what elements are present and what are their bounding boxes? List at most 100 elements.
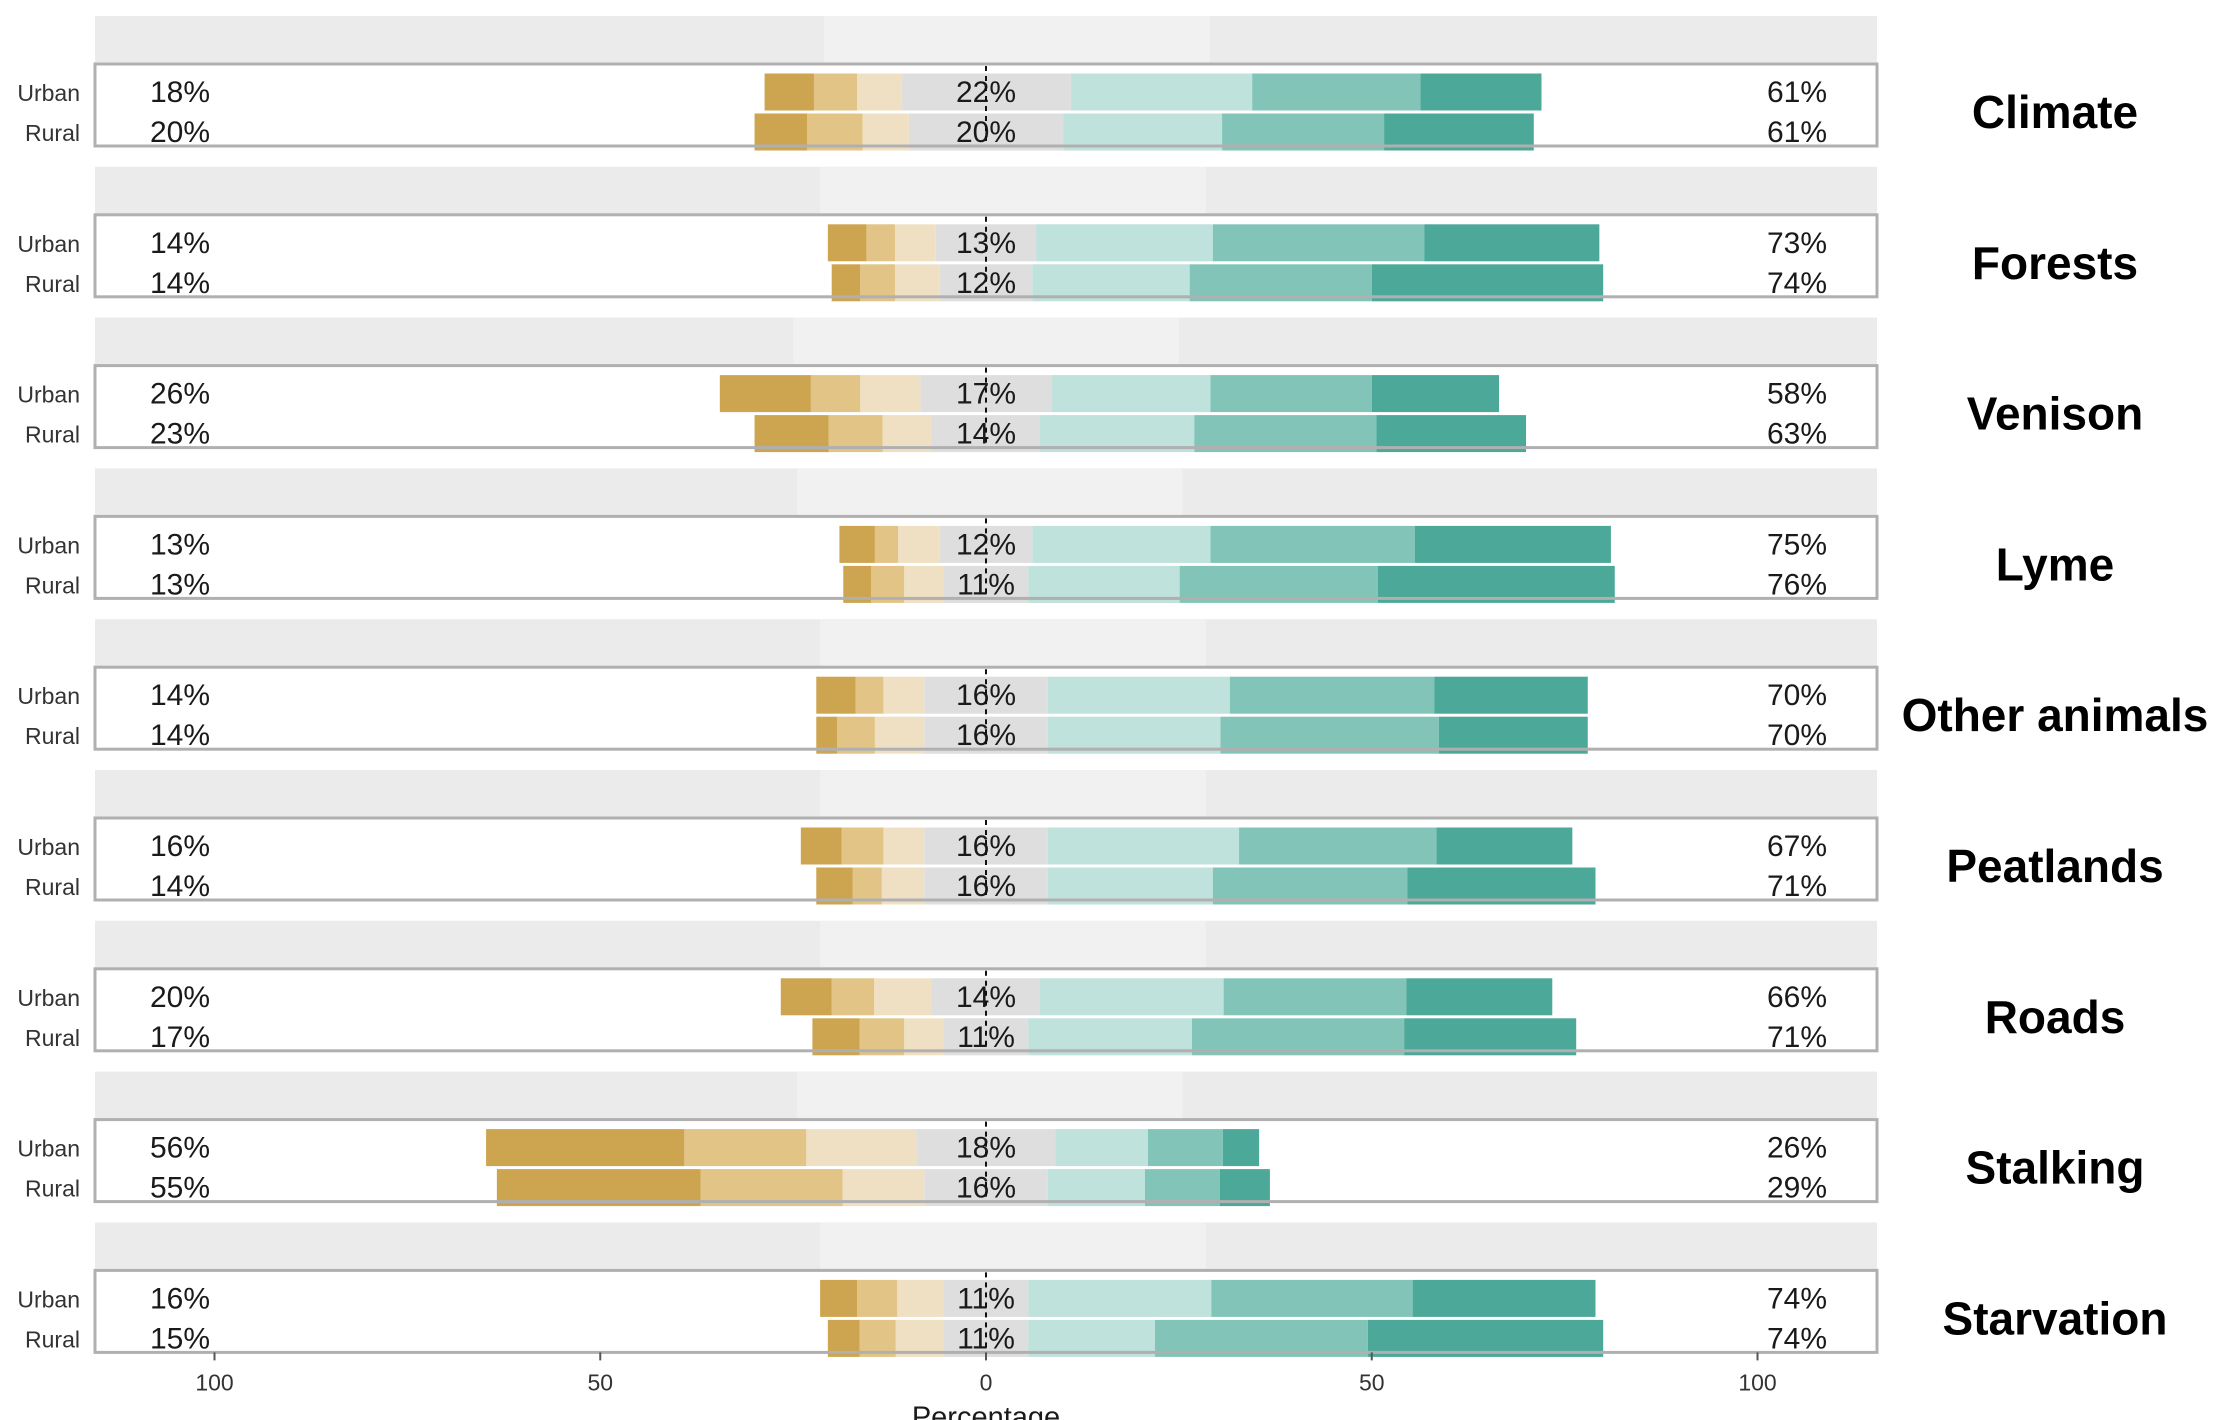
label-neutral-pct: 14%	[956, 418, 1016, 451]
bar-pos-mid	[1252, 73, 1421, 111]
row-group-label: Rural	[25, 1025, 80, 1051]
row-urban: Urban 14% 13% 73%	[17, 224, 1827, 262]
label-positive-pct: 67%	[1767, 830, 1827, 863]
label-neutral-pct: 16%	[956, 679, 1016, 712]
bar-pos-weak	[1070, 73, 1253, 111]
bar-neg-strong	[754, 415, 829, 453]
bar-neg-mid	[857, 1279, 898, 1317]
bar-neg-weak	[874, 978, 932, 1016]
row-urban: Urban 16% 16% 67%	[17, 827, 1827, 865]
label-neutral-pct: 14%	[956, 981, 1016, 1014]
panel-border	[93, 514, 1879, 600]
bar-pos-weak	[1055, 1129, 1149, 1167]
bar-neg-mid	[874, 525, 899, 563]
x-axis: 100 50 0 50 100 Percentage	[195, 1352, 1777, 1420]
panel-topic-label: Roads	[1985, 991, 2126, 1043]
label-neutral-pct: 16%	[956, 870, 1016, 903]
row-rural: Rural 13% 11% 76%	[25, 565, 1827, 603]
row-group-label: Urban	[17, 231, 80, 257]
row-rural: Rural 14% 12% 74%	[25, 264, 1827, 302]
bar-neg-strong	[827, 224, 867, 262]
bar-neg-mid	[684, 1129, 807, 1167]
bar-neg-weak	[894, 224, 936, 262]
bar-pos-strong	[1406, 978, 1553, 1016]
x-tick-label: 50	[1359, 1369, 1385, 1395]
bar-pos-strong	[1219, 1169, 1270, 1207]
row-group-label: Rural	[25, 1176, 80, 1202]
bar-neg-strong	[764, 73, 814, 111]
bar-pos-weak	[1051, 375, 1211, 413]
bar-pos-weak	[1047, 1169, 1145, 1207]
panel-strip-highlight	[823, 16, 1210, 64]
row-group-label: Urban	[17, 382, 80, 408]
label-positive-pct: 71%	[1767, 1021, 1827, 1054]
row-group-label: Urban	[17, 1136, 80, 1162]
label-negative-pct: 20%	[150, 981, 210, 1014]
bar-neg-strong	[831, 264, 861, 302]
bar-neg-weak	[882, 415, 932, 453]
bar-neg-strong	[820, 1279, 858, 1317]
label-negative-pct: 16%	[150, 830, 210, 863]
bar-neg-weak	[894, 264, 940, 302]
panel-topic-label: Venison	[1967, 388, 2143, 440]
panels-layer: Urban 18% 22% 61%Rural 20% 20% 61% ClimateUrban…	[17, 16, 2208, 1357]
x-tick-label: 50	[587, 1369, 613, 1395]
bar-neg-strong	[496, 1169, 701, 1207]
row-urban: Urban 14% 16% 70%	[17, 676, 1827, 714]
row-rural: Rural 20% 20% 61%	[25, 113, 1827, 151]
bar-pos-weak	[1036, 224, 1213, 262]
label-positive-pct: 70%	[1767, 679, 1827, 712]
bar-pos-weak	[1032, 525, 1211, 563]
bar-neg-strong	[816, 716, 838, 754]
panel-stalking: Urban 56% 18% 26% Rural 55% 16% 29% Stalking	[17, 1071, 2144, 1207]
bar-pos-strong	[1434, 676, 1588, 714]
bar-neg-mid	[871, 565, 905, 603]
bar-pos-strong	[1371, 264, 1604, 302]
label-neutral-pct: 11%	[957, 1282, 1015, 1315]
bar-neg-mid	[813, 73, 858, 111]
bar-pos-weak	[1028, 1279, 1212, 1317]
bar-neg-mid	[700, 1169, 843, 1207]
bar-pos-weak	[1047, 867, 1213, 905]
bar-neg-weak	[842, 1169, 925, 1207]
label-negative-pct: 26%	[150, 378, 210, 411]
row-group-label: Rural	[25, 271, 80, 297]
row-group-label: Rural	[25, 723, 80, 749]
row-group-label: Rural	[25, 874, 80, 900]
bar-pos-mid	[1179, 565, 1378, 603]
bar-pos-mid	[1210, 375, 1372, 413]
bar-pos-weak	[1047, 676, 1230, 714]
x-tick-label: 100	[1738, 1369, 1776, 1395]
bar-neg-mid	[852, 867, 882, 905]
label-positive-pct: 73%	[1767, 227, 1827, 260]
bar-neg-strong	[827, 1319, 860, 1357]
row-urban: Urban 13% 12% 75%	[17, 525, 1827, 563]
panel-topic-label: Lyme	[1996, 538, 2114, 590]
bar-neg-weak	[860, 375, 921, 413]
label-neutral-pct: 11%	[957, 568, 1015, 601]
row-rural: Rural 14% 16% 71%	[25, 867, 1827, 905]
bar-pos-strong	[1420, 73, 1542, 111]
label-positive-pct: 74%	[1767, 1322, 1827, 1355]
label-neutral-pct: 12%	[956, 528, 1016, 561]
bar-pos-weak	[1047, 716, 1221, 754]
bar-pos-weak	[1032, 264, 1190, 302]
bar-pos-mid	[1154, 1319, 1368, 1357]
bar-pos-mid	[1211, 1279, 1413, 1317]
bar-neg-mid	[828, 415, 883, 453]
panel-border	[93, 665, 1879, 751]
label-negative-pct: 14%	[150, 679, 210, 712]
bar-pos-weak	[1040, 978, 1224, 1016]
row-group-label: Rural	[25, 422, 80, 448]
bar-neg-strong	[780, 978, 832, 1016]
label-neutral-pct: 11%	[957, 1021, 1015, 1054]
label-positive-pct: 76%	[1767, 568, 1827, 601]
bar-pos-strong	[1412, 1279, 1596, 1317]
label-positive-pct: 66%	[1767, 981, 1827, 1014]
bar-pos-mid	[1148, 1129, 1223, 1167]
label-neutral-pct: 16%	[956, 1172, 1016, 1205]
label-neutral-pct: 20%	[956, 116, 1016, 149]
bar-neg-weak	[874, 716, 925, 754]
bar-pos-strong	[1404, 1018, 1577, 1056]
panel-border	[93, 364, 1879, 450]
